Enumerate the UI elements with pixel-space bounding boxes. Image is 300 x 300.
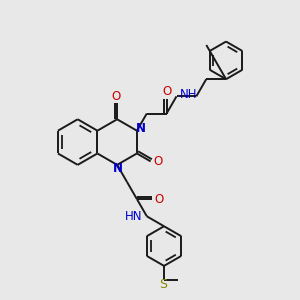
Text: O: O <box>154 193 164 206</box>
Text: NH: NH <box>179 88 197 101</box>
Text: O: O <box>153 155 162 168</box>
Text: O: O <box>162 85 171 98</box>
Text: HN: HN <box>124 210 142 223</box>
Text: N: N <box>136 122 146 135</box>
Text: S: S <box>159 278 167 291</box>
Text: O: O <box>112 90 121 103</box>
Text: N: N <box>113 162 123 175</box>
